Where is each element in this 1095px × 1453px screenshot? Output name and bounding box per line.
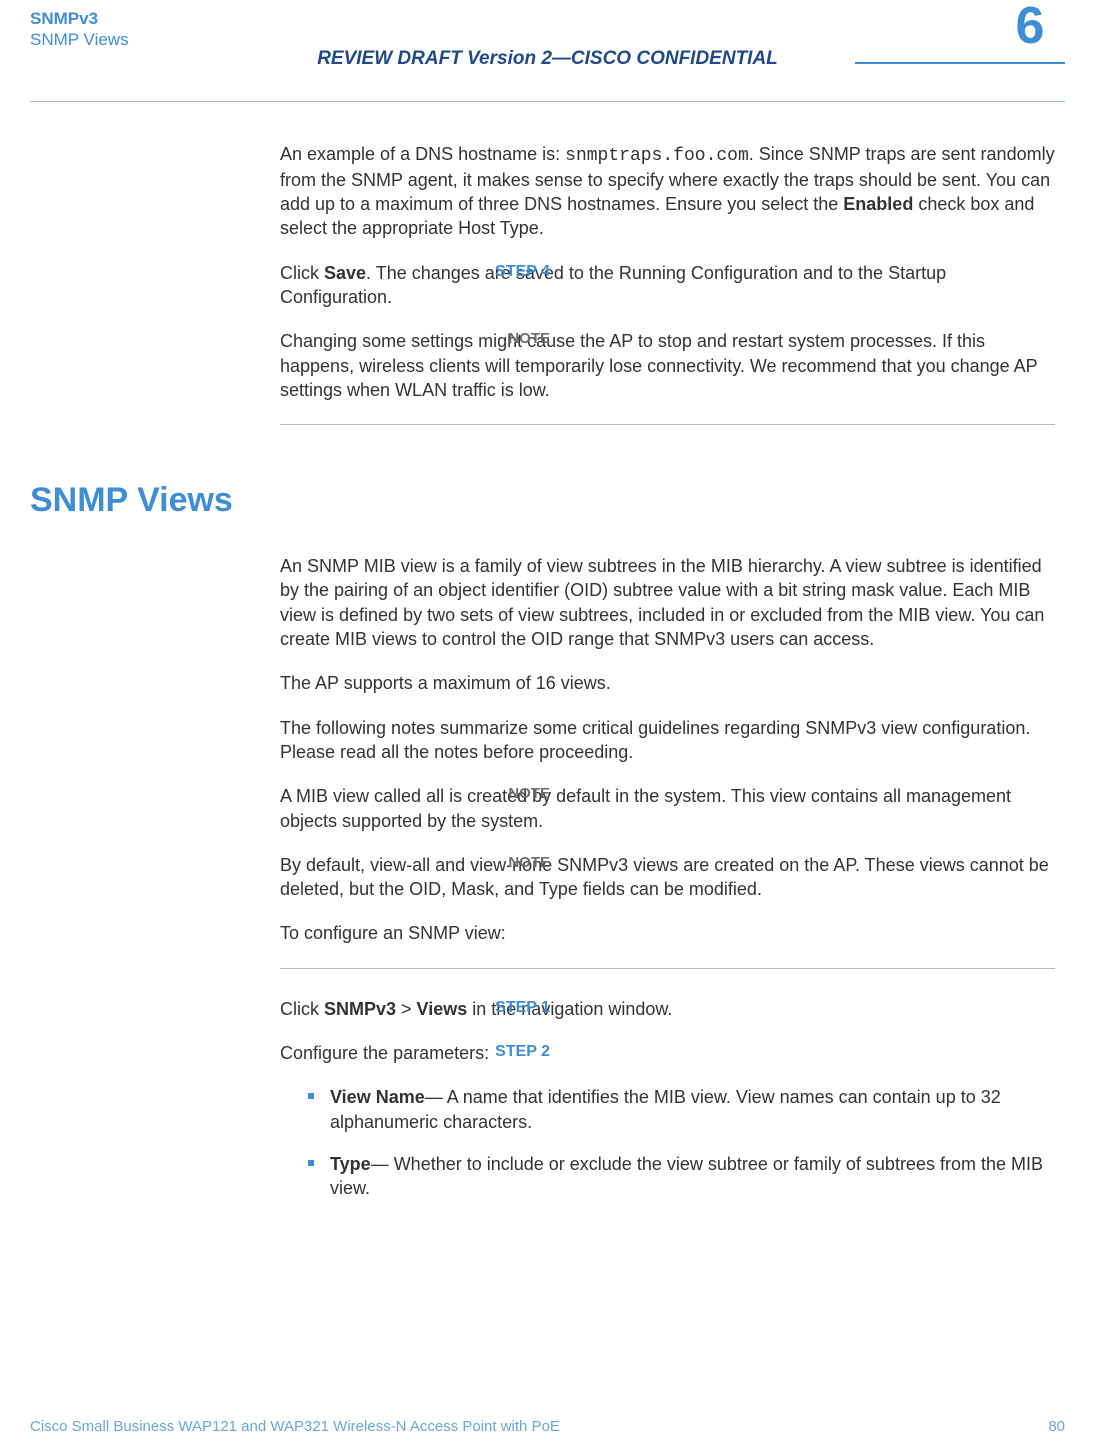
header-left: SNMPv3 SNMP Views xyxy=(30,8,1065,51)
snmp-views-heading: SNMP Views xyxy=(30,481,1095,520)
text: A MIB view called xyxy=(280,786,426,806)
page-footer: Cisco Small Business WAP121 and WAP321 W… xyxy=(30,1418,1065,1435)
text: > xyxy=(396,999,417,1019)
note-1-row: NOTE Changing some settings might cause … xyxy=(280,329,1055,402)
note-label: NOTE xyxy=(460,329,550,349)
text: Click xyxy=(280,999,324,1019)
guidelines-para: The following notes summarize some criti… xyxy=(280,716,1055,765)
list-item: Type— Whether to include or exclude the … xyxy=(308,1152,1055,1201)
text: By default, xyxy=(280,855,370,875)
note-label: NOTE xyxy=(460,784,550,804)
list-item: View Name— A name that identifies the MI… xyxy=(308,1085,1055,1134)
param-type: Type xyxy=(330,1154,371,1174)
view-all-name: view-all xyxy=(370,855,430,875)
text: . The changes are saved to the Running C… xyxy=(280,263,946,307)
page-number: 80 xyxy=(1048,1418,1065,1435)
note-2-body: A MIB view called all is created by defa… xyxy=(280,784,1055,833)
parameters-list: View Name— A name that identifies the MI… xyxy=(308,1085,1055,1200)
note-1-body: Changing some settings might cause the A… xyxy=(280,329,1055,402)
chapter-rule xyxy=(855,62,1065,64)
bullet-icon xyxy=(308,1093,314,1099)
note-3-body: By default, view-all and view-none SNMPv… xyxy=(280,853,1055,902)
step-4-row: STEP 4 Click Save. The changes are saved… xyxy=(280,261,1055,310)
dns-example-paragraph: An example of a DNS hostname is: snmptra… xyxy=(280,142,1055,241)
step-2-label: STEP 2 xyxy=(460,1041,550,1063)
step-1-row: STEP 1 Click SNMPv3 > Views in the navig… xyxy=(280,997,1055,1021)
step-4-body: Click Save. The changes are saved to the… xyxy=(280,261,1055,310)
bullet-icon xyxy=(308,1160,314,1166)
note-2-row: NOTE A MIB view called all is created by… xyxy=(280,784,1055,833)
step-1-body: Click SNMPv3 > Views in the navigation w… xyxy=(280,997,1055,1021)
steps-start-rule xyxy=(280,968,1055,969)
step-1-label: STEP 1 xyxy=(460,997,550,1019)
max-views-para: The AP supports a maximum of 16 views. xyxy=(280,671,1055,695)
configure-snmp-view-para: To configure an SNMP view: xyxy=(280,921,1055,945)
text: — A name that identifies the MIB view. V… xyxy=(330,1087,1001,1131)
step-2-row: STEP 2 Configure the parameters: xyxy=(280,1041,1055,1065)
step-4-label: STEP 4 xyxy=(460,261,550,283)
chapter-title: SNMPv3 xyxy=(30,8,1065,29)
note-label: NOTE xyxy=(460,853,550,873)
note-3-row: NOTE By default, view-all and view-none … xyxy=(280,853,1055,902)
page-header: SNMPv3 SNMP Views REVIEW DRAFT Version 2… xyxy=(0,0,1095,51)
chapter-badge: 6 xyxy=(995,0,1065,52)
save-button-text: Save xyxy=(324,263,366,283)
enabled-label: Enabled xyxy=(843,194,913,214)
dns-hostname-code: snmptraps.foo.com xyxy=(565,146,749,166)
footer-left: Cisco Small Business WAP121 and WAP321 W… xyxy=(30,1418,560,1435)
text: Click xyxy=(280,263,324,283)
all-view-name: all xyxy=(426,786,444,806)
text: An example of a DNS hostname is: xyxy=(280,144,565,164)
param-view-name: View Name xyxy=(330,1087,425,1107)
text: — Whether to include or exclude the view… xyxy=(330,1154,1043,1198)
nav-snmpv3: SNMPv3 xyxy=(324,999,396,1019)
snmp-views-intro-para: An SNMP MIB view is a family of view sub… xyxy=(280,554,1055,651)
chapter-number: 6 xyxy=(995,0,1065,52)
review-draft-banner: REVIEW DRAFT Version 2—CISCO CONFIDENTIA… xyxy=(0,48,1095,70)
section-end-rule xyxy=(280,424,1055,425)
step-2-body: Configure the parameters: xyxy=(280,1041,1055,1065)
